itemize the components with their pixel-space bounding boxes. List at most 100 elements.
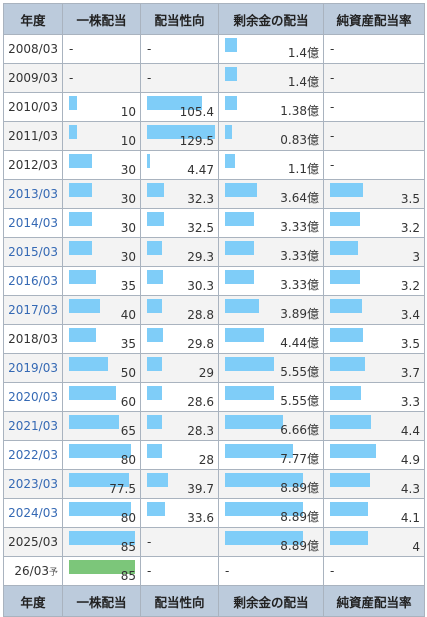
empty-dash: - xyxy=(147,564,152,578)
table-row: 2025/03 85- 8.89億 4 xyxy=(3,527,425,557)
dividend-bar xyxy=(69,415,119,429)
year-link[interactable]: 2019/03 xyxy=(8,361,58,375)
payout-bar xyxy=(147,328,163,342)
dividend-cell: 40 xyxy=(62,295,141,325)
surplus-value: 5.55億 xyxy=(280,394,319,408)
year-cell[interactable]: 2014/03 xyxy=(3,208,63,238)
year-label: 2010/03 xyxy=(8,100,58,114)
year-label: 2012/03 xyxy=(8,158,58,172)
payout-cell: 32.5 xyxy=(140,208,219,238)
table-row: 2011/03 10 129.5 0.83億 - xyxy=(3,121,425,151)
payout-cell: 33.6 xyxy=(140,498,219,528)
surplus-value: 7.77億 xyxy=(280,452,319,466)
year-link[interactable]: 2023/03 xyxy=(8,477,58,491)
year-link[interactable]: 2017/03 xyxy=(8,303,58,317)
year-link[interactable]: 2020/03 xyxy=(8,390,58,404)
nav-ratio-bar xyxy=(330,531,368,545)
year-cell[interactable]: 2022/03 xyxy=(3,440,63,470)
dividend-cell: 35 xyxy=(62,324,141,354)
year-cell[interactable]: 2013/03 xyxy=(3,179,63,209)
nav-ratio-bar xyxy=(330,270,360,284)
year-link[interactable]: 2015/03 xyxy=(8,245,58,259)
surplus-bar xyxy=(225,502,303,516)
surplus-cell: 4.44億 xyxy=(218,324,324,354)
payout-value: 28 xyxy=(198,453,214,467)
payout-bar xyxy=(147,212,164,226)
year-link[interactable]: 2022/03 xyxy=(8,448,58,462)
surplus-bar xyxy=(225,67,237,81)
nav-ratio-cell: - xyxy=(323,63,425,93)
year-link[interactable]: 2024/03 xyxy=(8,506,58,520)
year-cell[interactable]: 2017/03 xyxy=(3,295,63,325)
surplus-cell: 3.33億 xyxy=(218,266,324,296)
nav-ratio-cell: 3 xyxy=(323,237,425,267)
year-cell[interactable]: 2019/03 xyxy=(3,353,63,383)
dividend-bar xyxy=(69,96,77,110)
dividend-value: 30 xyxy=(120,250,136,264)
nav-ratio-value: 3.2 xyxy=(400,279,420,293)
year-link[interactable]: 2014/03 xyxy=(8,216,58,230)
surplus-value: 1.4億 xyxy=(287,46,319,60)
nav-ratio-cell: 3.5 xyxy=(323,324,425,354)
table-row: 2019/03 50 29 5.55億 3.7 xyxy=(3,353,425,383)
header-surplus-dividend[interactable]: 剰余金の配当 xyxy=(218,3,324,35)
nav-ratio-bar xyxy=(330,357,365,371)
dividend-value: 30 xyxy=(120,221,136,235)
surplus-cell: - xyxy=(218,556,324,586)
payout-cell: 28.6 xyxy=(140,382,219,412)
nav-ratio-cell: 4.4 xyxy=(323,411,425,441)
nav-ratio-value: 3.5 xyxy=(400,192,420,206)
table-row: 2022/03 80 28 7.77億 4.9 xyxy=(3,440,425,470)
header-dividend-per-share[interactable]: 一株配当 xyxy=(62,3,141,35)
empty-dash: - xyxy=(330,100,335,114)
nav-ratio-bar xyxy=(330,502,368,516)
surplus-value: 3.33億 xyxy=(280,249,319,263)
dividend-cell: 50 xyxy=(62,353,141,383)
table-row: 2008/03- -1.4億 - xyxy=(3,34,425,64)
payout-value: 29 xyxy=(198,366,214,380)
nav-ratio-cell: 3.4 xyxy=(323,295,425,325)
dividend-bar xyxy=(69,125,77,139)
nav-ratio-value: 3 xyxy=(412,250,420,264)
empty-dash: - xyxy=(330,71,335,85)
payout-cell: - xyxy=(140,34,219,64)
footer-dividend-per-share: 一株配当 xyxy=(62,585,141,617)
dividend-value: 50 xyxy=(120,366,136,380)
year-link[interactable]: 2021/03 xyxy=(8,419,58,433)
dividend-cell: - xyxy=(62,63,141,93)
surplus-cell: 5.55億 xyxy=(218,353,324,383)
year-cell: 26/03予 xyxy=(3,556,63,586)
dividend-bar xyxy=(69,473,129,487)
nav-ratio-bar xyxy=(330,386,361,400)
payout-value: 32.5 xyxy=(187,221,214,235)
nav-ratio-bar xyxy=(330,212,360,226)
header-payout-ratio[interactable]: 配当性向 xyxy=(140,3,219,35)
footer-nav-dividend-ratio: 純資産配当率 xyxy=(323,585,425,617)
surplus-bar xyxy=(225,328,264,342)
payout-value: 129.5 xyxy=(179,134,214,148)
header-nav-dividend-ratio[interactable]: 純資産配当率 xyxy=(323,3,425,35)
year-cell[interactable]: 2016/03 xyxy=(3,266,63,296)
dividend-cell: 30 xyxy=(62,179,141,209)
payout-bar xyxy=(147,502,165,516)
year-link[interactable]: 2013/03 xyxy=(8,187,58,201)
nav-ratio-bar xyxy=(330,299,362,313)
year-cell[interactable]: 2023/03 xyxy=(3,469,63,499)
surplus-value: 3.64億 xyxy=(280,191,319,205)
table-row: 2016/03 35 30.3 3.33億 3.2 xyxy=(3,266,425,296)
dividend-value: 85 xyxy=(120,540,136,554)
payout-value: 4.47 xyxy=(187,163,214,177)
year-cell[interactable]: 2015/03 xyxy=(3,237,63,267)
dividend-cell: 85 xyxy=(62,556,141,586)
header-year[interactable]: 年度 xyxy=(3,3,63,35)
year-link[interactable]: 2016/03 xyxy=(8,274,58,288)
nav-ratio-value: 4 xyxy=(412,540,420,554)
year-cell[interactable]: 2021/03 xyxy=(3,411,63,441)
surplus-value: 5.55億 xyxy=(280,365,319,379)
surplus-cell: 8.89億 xyxy=(218,469,324,499)
dividend-cell: 30 xyxy=(62,208,141,238)
surplus-cell: 7.77億 xyxy=(218,440,324,470)
table-row: 2009/03- -1.4億 - xyxy=(3,63,425,93)
year-cell[interactable]: 2024/03 xyxy=(3,498,63,528)
year-cell[interactable]: 2020/03 xyxy=(3,382,63,412)
